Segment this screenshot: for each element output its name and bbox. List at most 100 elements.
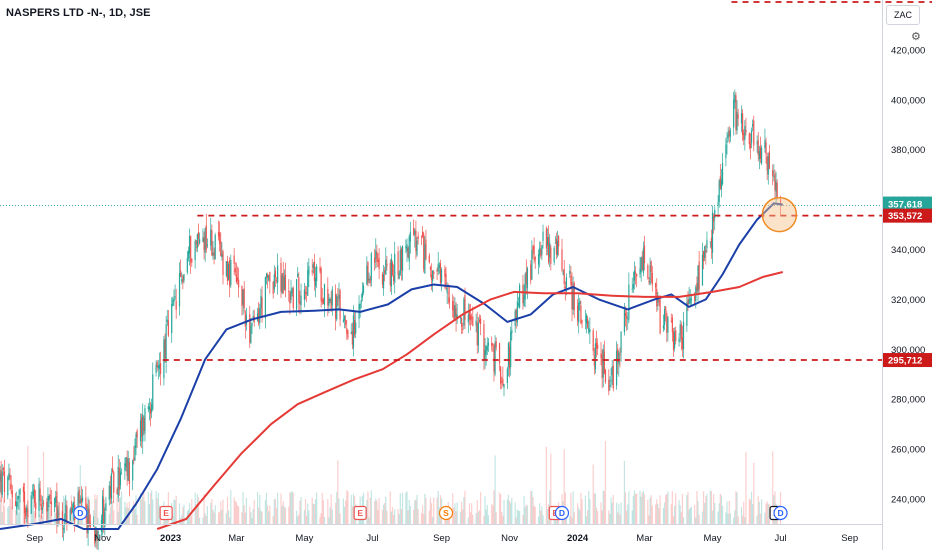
volume-bar [516,509,518,524]
candle-body [650,261,652,273]
settings-icon[interactable]: ⚙ [911,31,921,43]
candle-body [353,320,356,335]
candle-body [572,287,574,310]
candle-body [284,274,287,291]
candle-body [750,130,753,144]
candle-body [533,245,535,255]
candle-body [264,277,266,318]
event-marker[interactable]: S [438,505,454,521]
event-marker[interactable]: D [773,505,788,521]
candle-body [548,236,550,263]
volume-bar [709,490,711,524]
volume-bar [118,497,120,524]
candle-body [573,283,575,311]
volume-bar [109,506,111,524]
volume-bar [524,506,526,524]
candle-body [459,317,462,319]
candle-body [612,365,614,389]
candle-body [366,265,368,285]
event-markers[interactable]: DEESEDED [73,505,788,521]
x-tick-label: Jul [774,533,786,544]
candle-body [696,283,698,291]
candle-body [569,271,571,274]
candle-body [632,284,634,289]
candle-body [277,265,279,283]
candle-body [594,343,597,370]
volume-bar [195,503,197,524]
candle-body [2,468,4,471]
volume-bar [532,497,534,524]
candle-body [446,287,448,293]
candle-body [30,495,32,514]
currency-button[interactable]: ZAC [886,5,920,25]
candle-body [469,315,472,321]
candle-body [204,228,206,253]
volume-bar [290,492,292,524]
x-tick-label: 2024 [567,533,589,544]
candle-body [440,269,443,283]
candle-body [328,299,330,306]
volume-bar [41,515,43,524]
candle-body [64,523,66,525]
volume-bar [459,511,462,524]
candle-body [389,262,391,286]
candle-body [525,271,527,285]
volume-bar [31,499,33,524]
candle-body [272,281,274,294]
candle-body [491,342,493,347]
candle-body [355,322,357,334]
event-marker[interactable]: E [159,505,173,521]
candle-body [393,275,395,281]
candle-body [144,408,146,434]
event-marker[interactable]: E [353,505,367,521]
volume-bar [213,512,215,524]
volume-bar [548,504,550,524]
candle-body [17,496,19,500]
volume-bar [243,505,245,524]
candle-body [662,325,665,329]
candle-body [595,342,598,349]
candle-body [182,275,184,283]
volume-bar [338,498,340,524]
volume-bar [96,495,98,524]
candle-body [670,320,672,322]
volume-bar [670,504,672,524]
volume-bar [331,509,333,524]
volume-bar [281,505,283,524]
event-marker[interactable]: D [554,505,570,521]
candle-body [233,255,235,264]
candle-body [350,332,352,334]
candle-body [81,497,84,501]
candle-body [390,258,392,287]
event-marker[interactable]: D [73,505,88,521]
volume-bar [374,501,376,524]
candle-body [753,120,755,146]
volume-bar [503,499,505,524]
volume-bar [478,510,481,524]
y-tick-label: 380,000 [891,145,925,156]
volume-bar [55,513,57,524]
volume-bar [604,440,607,524]
volume-bar [534,506,536,524]
candle-body [445,274,447,289]
candle-body [251,323,253,327]
candle-body [570,275,572,285]
candle-body [609,385,611,387]
candle-body [346,328,348,334]
candle-body [320,268,322,301]
volume-bar [265,492,268,524]
candle-body [764,140,766,149]
volume-bar [624,492,627,524]
candle-body [647,265,649,279]
volume-bar [314,499,317,524]
candle-body [136,430,138,438]
volume-bar [455,511,457,524]
volume-bar [760,499,763,524]
volume-bar [381,509,384,524]
candle-body [549,242,551,258]
volume-bar [175,495,177,524]
candle-body [408,236,410,262]
volume-bar [330,494,332,524]
